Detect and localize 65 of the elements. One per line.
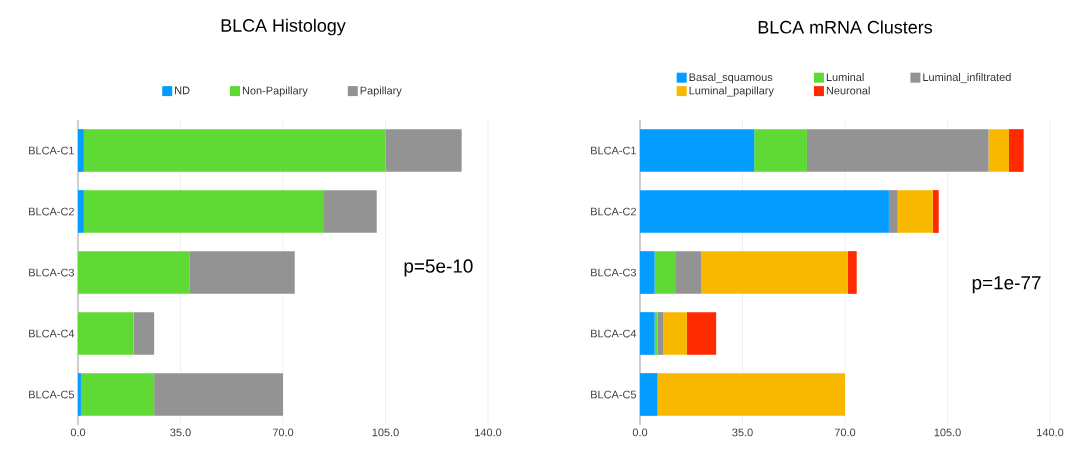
bar [640, 251, 655, 294]
legend-label: Luminal_infiltrated [923, 72, 1011, 84]
legend-label: Luminal_papillary [689, 86, 774, 97]
bar [888, 190, 898, 233]
x-tick-label: 70.0 [834, 428, 856, 437]
bar [133, 312, 155, 355]
bar [988, 129, 1010, 172]
y-tick-label: BLCA-C2 [29, 207, 74, 216]
x-tick-label: 140.0 [1037, 428, 1064, 437]
bar [663, 312, 687, 355]
bar [675, 251, 702, 294]
bar [806, 129, 989, 172]
y-tick-label: BLCA-C4 [591, 329, 637, 338]
y-tick-label: BLCA-C2 [591, 207, 636, 216]
bar [754, 129, 807, 172]
bar [654, 251, 676, 294]
x-tick-label: 105.0 [372, 428, 399, 437]
bar [83, 190, 324, 233]
legend-label: Papillary [360, 86, 402, 97]
x-tick-label: 70.0 [272, 428, 294, 437]
bar [154, 373, 283, 416]
bar [640, 190, 889, 233]
bar [640, 129, 755, 172]
y-tick-label: BLCA-C5 [29, 390, 75, 399]
y-tick-label: BLCA-C3 [591, 268, 636, 277]
legend-label: Basal_squamous [689, 72, 773, 84]
legend-label: ND [175, 86, 190, 95]
bar [78, 129, 84, 172]
bar [1009, 129, 1024, 172]
annotation: p=1e-77 [972, 276, 1041, 294]
bar [847, 251, 857, 294]
chart-title: BLCA Histology [221, 18, 346, 36]
bar [78, 312, 134, 355]
bar [324, 190, 377, 233]
x-tick-label: 35.0 [732, 428, 753, 437]
y-tick-label: BLCA-C1 [591, 146, 636, 155]
x-tick-label: 140.0 [475, 428, 502, 437]
legend-label: Non-Papillary [242, 86, 308, 97]
legend-label: Luminal [826, 72, 864, 82]
legend-label: Neuronal [826, 86, 870, 95]
x-tick-label: 0.0 [632, 428, 648, 437]
bar [897, 190, 933, 233]
bar [686, 312, 717, 355]
bar [78, 190, 84, 233]
bar [189, 251, 295, 294]
bar [78, 373, 81, 416]
x-tick-label: 0.0 [70, 428, 86, 437]
bar [83, 129, 386, 172]
bar [932, 190, 939, 233]
bar [640, 312, 655, 355]
bar [80, 373, 155, 416]
bar [701, 251, 848, 294]
x-tick-label: 35.0 [170, 428, 191, 437]
bar [78, 251, 190, 294]
bar [640, 373, 658, 416]
chart-title: BLCA mRNA Clusters [758, 20, 933, 34]
y-tick-label: BLCA-C1 [29, 146, 74, 155]
y-tick-label: BLCA-C5 [591, 390, 637, 399]
x-tick-label: 105.0 [934, 428, 961, 437]
y-tick-label: BLCA-C4 [29, 329, 75, 338]
annotation: p=5e-10 [404, 259, 473, 277]
bar [654, 312, 658, 355]
y-tick-label: BLCA-C3 [29, 268, 74, 277]
bar [657, 373, 846, 416]
bar [385, 129, 462, 172]
